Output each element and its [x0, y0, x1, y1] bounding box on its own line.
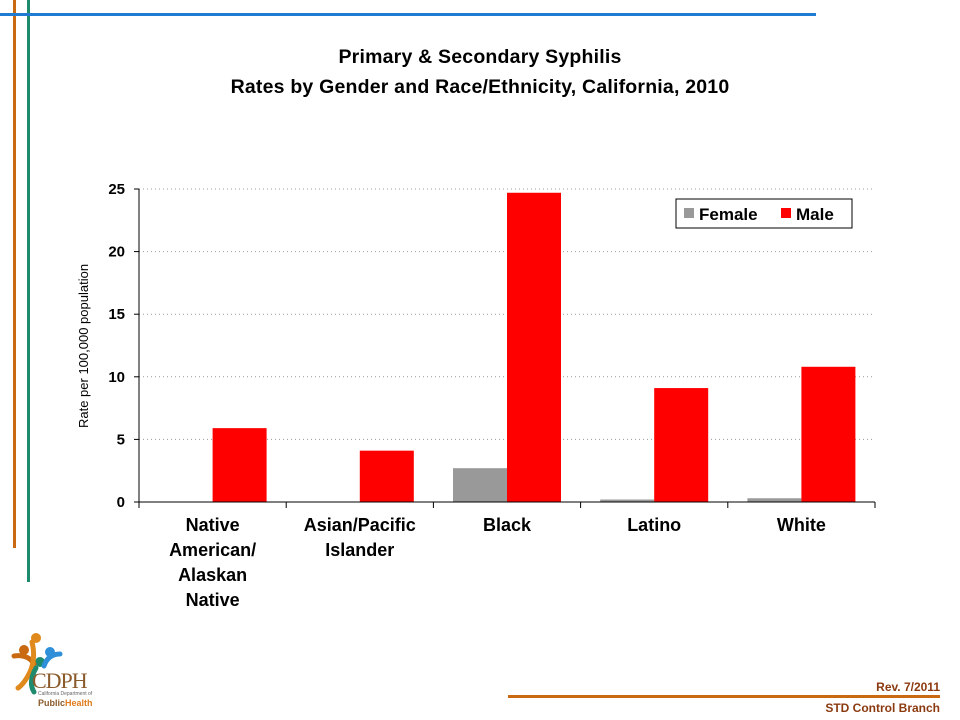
blue-top-line: [0, 13, 816, 16]
x-category-label: Alaskan: [178, 565, 247, 585]
x-category-label: Asian/Pacific: [304, 515, 416, 535]
slide-title-line1: Primary & Secondary Syphilis: [338, 46, 622, 68]
legend-label-female: Female: [699, 205, 758, 224]
x-category-label: Native: [186, 515, 240, 535]
bar-female: [600, 499, 655, 502]
bar-female: [453, 468, 507, 502]
bar-male: [359, 450, 414, 502]
cdph-logo: CDPH California Department of PublicHeal…: [6, 628, 116, 714]
bar-male: [801, 366, 856, 502]
legend-swatch-female: [684, 208, 694, 218]
logo-name-health: Health: [65, 698, 93, 708]
legend-box: [675, 198, 853, 229]
cdph-logo-graphic: [11, 633, 63, 695]
x-category-label: Black: [483, 515, 532, 535]
x-category-label: Latino: [627, 515, 681, 535]
x-category-label: American/: [169, 540, 256, 560]
bar-male: [212, 428, 267, 502]
green-vertical-line: [27, 0, 30, 582]
orange-vertical-line: [13, 0, 16, 548]
bar-female: [747, 498, 802, 502]
chart-legend: Female Male: [675, 198, 853, 229]
footer-line: [508, 695, 940, 698]
logo-name: PublicHealth: [38, 698, 93, 708]
y-tick-label: 5: [117, 431, 125, 448]
revision-date: Rev. 7/2011: [876, 680, 940, 694]
x-category-label: White: [777, 515, 826, 535]
legend-label-male: Male: [796, 205, 834, 224]
y-tick-label: 20: [108, 244, 125, 261]
y-tick-label: 10: [108, 369, 125, 386]
y-tick-label: 25: [108, 181, 125, 198]
legend-swatch-male: [781, 208, 791, 218]
bar-male: [507, 192, 561, 503]
y-tick-label: 15: [108, 306, 125, 323]
logo-abbr: CDPH: [32, 668, 88, 693]
y-tick-label: 0: [117, 494, 125, 511]
y-axis-label: Rate per 100,000 population: [76, 264, 91, 428]
slide-title-line2: Rates by Gender and Race/Ethnicity, Cali…: [230, 76, 730, 98]
logo-name-public: Public: [38, 698, 66, 708]
x-category-label: Native: [186, 590, 240, 610]
logo-dept: California Department of: [38, 691, 93, 697]
bar-male: [654, 388, 709, 502]
x-category-label: Islander: [325, 540, 394, 560]
branch-name: STD Control Branch: [825, 701, 940, 715]
